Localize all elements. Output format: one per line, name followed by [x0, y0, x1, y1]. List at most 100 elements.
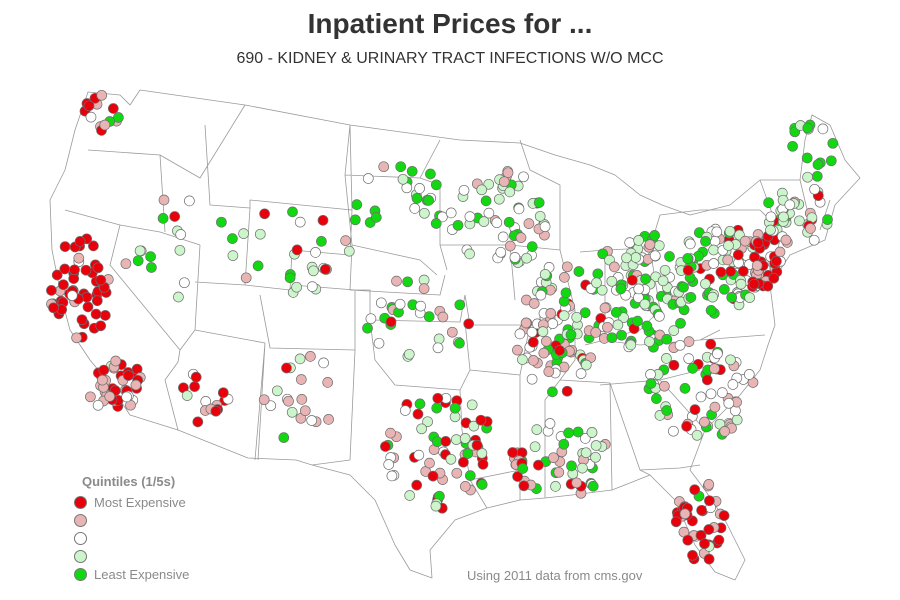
- hospital-marker: [705, 305, 717, 316]
- hospital-marker: [92, 262, 104, 274]
- hospital-marker: [743, 369, 755, 380]
- hospital-marker: [351, 199, 363, 210]
- hospital-marker: [661, 405, 673, 416]
- hospital-marker: [732, 249, 744, 261]
- hospital-marker: [478, 216, 490, 227]
- hospital-marker: [121, 391, 132, 403]
- hospital-marker: [483, 178, 495, 190]
- hospital-marker: [507, 447, 518, 458]
- hospital-marker: [699, 538, 710, 550]
- hospital-marker: [476, 479, 488, 490]
- hospital-marker: [468, 420, 480, 432]
- hospital-marker: [528, 355, 539, 366]
- hospital-marker: [715, 266, 727, 278]
- hospital-marker: [362, 322, 373, 334]
- legend-label-5: Least Expensive: [94, 566, 190, 582]
- hospital-marker: [590, 327, 602, 338]
- legend-swatch-3: [74, 531, 87, 545]
- hospital-marker: [592, 268, 604, 280]
- hospital-marker: [123, 370, 134, 381]
- hospital-marker: [306, 281, 318, 292]
- hospital-marker: [157, 213, 169, 224]
- hospital-marker: [748, 278, 760, 290]
- hospital-marker: [80, 264, 92, 276]
- hospital-marker: [173, 291, 184, 303]
- hospital-marker: [610, 307, 622, 318]
- hospital-marker: [445, 207, 457, 219]
- hospital-marker: [476, 447, 488, 459]
- hospital-marker: [305, 351, 316, 362]
- hospital-marker: [537, 326, 549, 337]
- hospital-marker: [517, 463, 529, 474]
- hospital-marker: [727, 379, 739, 390]
- hospital-marker: [281, 362, 292, 374]
- hospital-marker: [703, 479, 715, 490]
- hospital-marker: [538, 347, 550, 359]
- hospital-marker: [71, 332, 82, 344]
- hospital-marker: [464, 248, 475, 260]
- hospital-marker: [560, 287, 572, 299]
- hospital-marker: [480, 195, 492, 207]
- hospital-marker: [724, 225, 736, 237]
- map-subtitle: 690 - KIDNEY & URINARY TRACT INFECTIONS …: [236, 50, 664, 67]
- hospital-marker: [606, 275, 618, 287]
- hospital-marker: [685, 292, 697, 303]
- hospital-marker: [602, 321, 613, 333]
- hospital-marker: [291, 281, 302, 293]
- hospital-marker: [725, 266, 737, 277]
- hospital-marker: [587, 480, 599, 492]
- hospital-marker: [699, 416, 710, 428]
- hospital-marker: [579, 307, 591, 319]
- hospital-marker: [812, 159, 824, 170]
- hospital-marker: [46, 285, 57, 296]
- legend-swatch-1: [74, 495, 87, 509]
- hospital-marker: [722, 254, 734, 266]
- hospital-marker: [378, 161, 390, 173]
- hospital-marker: [641, 320, 653, 332]
- map-title: Inpatient Prices for ...: [307, 8, 593, 39]
- hospital-marker: [90, 308, 102, 320]
- hospital-marker: [318, 357, 329, 369]
- hospital-marker: [158, 194, 170, 206]
- hospital-marker: [526, 373, 538, 385]
- hospital-marker: [708, 244, 719, 256]
- hospital-marker: [240, 272, 252, 284]
- hospital-marker: [450, 434, 462, 445]
- hospital-marker: [503, 216, 515, 228]
- hospital-marker: [539, 268, 551, 280]
- hospital-marker: [621, 252, 632, 264]
- hospital-marker: [707, 291, 718, 303]
- hospital-marker: [99, 310, 111, 321]
- hospital-marker: [427, 470, 439, 482]
- hospital-marker: [808, 234, 820, 246]
- hospital-marker: [618, 312, 629, 324]
- hospital-marker: [528, 298, 540, 309]
- hospital-marker: [322, 377, 334, 388]
- hospital-marker: [459, 481, 471, 492]
- hospital-marker: [543, 366, 555, 377]
- hospital-marker: [498, 176, 510, 188]
- hospital-marker: [145, 251, 156, 262]
- hospital-marker: [802, 122, 814, 134]
- hospital-marker: [547, 318, 559, 330]
- hospital-marker: [113, 112, 124, 123]
- hospital-marker: [463, 318, 475, 330]
- hospital-marker: [616, 329, 627, 341]
- legend-title: Quintiles (1/5s): [82, 474, 176, 489]
- hospital-marker: [287, 206, 298, 218]
- hospital-marker: [169, 211, 181, 222]
- hospital-marker: [291, 244, 303, 256]
- hospital-marker: [385, 427, 396, 439]
- hospital-marker: [661, 333, 673, 345]
- hospital-marker: [259, 208, 270, 220]
- hospital-marker: [518, 171, 529, 183]
- hospital-marker: [550, 481, 561, 492]
- hospital-marker: [554, 345, 565, 356]
- legend-label-1: Most Expensive: [94, 494, 186, 510]
- hospital-marker: [91, 295, 103, 307]
- hospital-marker: [310, 247, 321, 258]
- hospital-marker: [110, 355, 122, 367]
- hospital-marker: [703, 524, 715, 535]
- hospital-marker: [375, 297, 387, 309]
- hospital-marker: [644, 239, 656, 250]
